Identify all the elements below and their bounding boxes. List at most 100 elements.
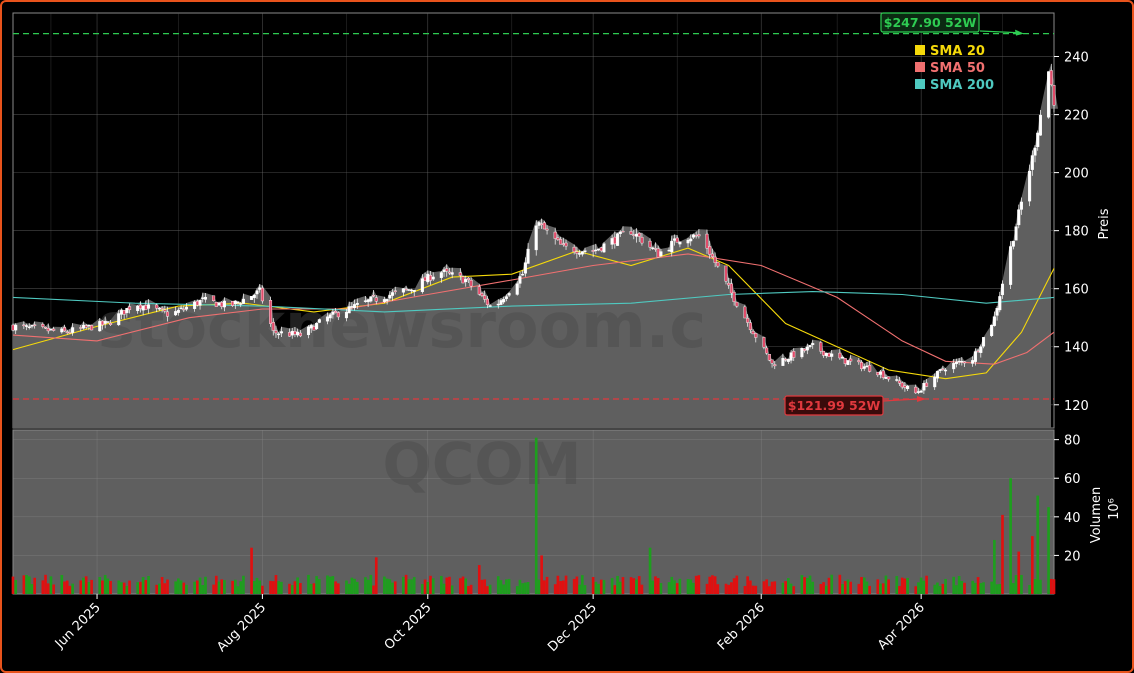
high-52w-label: $247.90 52W <box>884 15 977 30</box>
volume-bar <box>214 575 218 594</box>
volume-bar <box>355 581 359 594</box>
volume-bar <box>144 580 148 594</box>
volume-bar <box>936 582 939 594</box>
candle-body <box>735 301 739 307</box>
volume-bar <box>743 586 747 594</box>
candle-body <box>545 228 549 231</box>
candle-body <box>675 237 679 243</box>
candle-body <box>805 346 809 351</box>
volume-bar <box>705 583 709 594</box>
candle-body <box>260 287 264 302</box>
volume-bar <box>318 579 321 594</box>
x-tick-label: Aug 2025 <box>214 600 269 655</box>
candle-body <box>1019 201 1023 210</box>
candle-body <box>507 293 511 296</box>
volume-bar <box>147 576 150 594</box>
volume-bar <box>52 584 55 594</box>
candle-body <box>1033 147 1037 156</box>
volume-bar <box>1014 575 1018 594</box>
candle-body <box>298 332 302 337</box>
candle-body <box>317 319 321 323</box>
candle-body <box>184 306 189 310</box>
volume-bar <box>336 583 340 594</box>
volume-bar <box>922 580 926 594</box>
volume-bar <box>160 577 164 594</box>
volume-bar <box>900 577 904 594</box>
candle-body <box>502 298 506 303</box>
watermark-ticker: QCOM <box>383 430 582 498</box>
candle-body <box>770 359 774 364</box>
candle-body <box>786 359 790 362</box>
volume-bar <box>787 578 790 594</box>
candle-body <box>461 276 465 284</box>
low-52w-label: $121.99 52W <box>788 398 881 413</box>
candle-body <box>572 246 576 253</box>
low-52w-arrow <box>882 398 919 402</box>
volume-bar <box>572 578 576 594</box>
volume-bar <box>423 579 427 594</box>
candle-body <box>1036 132 1040 148</box>
volume-bar <box>141 577 145 594</box>
volume-bar <box>822 582 825 594</box>
candle-body <box>157 308 161 310</box>
volume-bar <box>79 580 83 594</box>
candle-body <box>640 236 644 244</box>
volume-bar <box>331 576 335 594</box>
candle-body <box>925 382 929 387</box>
candle-body <box>732 291 736 302</box>
volume-bar <box>402 576 405 594</box>
candle-body <box>293 331 297 335</box>
candle-body <box>556 237 560 240</box>
volume-bar <box>789 583 793 594</box>
candle-body <box>857 360 861 363</box>
y-tick-label: 160 <box>1064 283 1089 298</box>
volume-bar <box>296 577 299 594</box>
volume-bar <box>49 576 53 594</box>
volume-bar <box>507 578 511 594</box>
volume-bar <box>1030 536 1034 594</box>
candle-body <box>122 310 126 315</box>
volume-bar <box>217 581 221 594</box>
volume-bar <box>426 581 430 594</box>
candle-body <box>269 300 273 324</box>
volume-bar <box>941 583 945 594</box>
volume-bar <box>288 583 291 594</box>
vol-tick-label: 20 <box>1064 549 1081 564</box>
volume-bar <box>374 557 378 594</box>
candle-body <box>428 275 433 281</box>
candle-body <box>306 326 311 336</box>
volume-bar <box>120 582 123 594</box>
candle-body <box>144 305 148 310</box>
volume-bar <box>632 578 636 594</box>
volume-bar <box>754 585 758 594</box>
candle-body <box>746 318 750 323</box>
volume-panel <box>12 429 1055 595</box>
candle-body <box>713 256 717 263</box>
volume-bar <box>990 581 993 594</box>
candle-body <box>1014 226 1018 241</box>
volume-bar <box>122 582 126 594</box>
candle-body <box>363 300 367 302</box>
volume-bar <box>903 578 907 594</box>
candle-body <box>803 348 807 351</box>
candles <box>11 63 1056 395</box>
candle-body <box>198 300 202 306</box>
candle-body <box>521 274 525 276</box>
volume-bar <box>735 575 739 594</box>
volume-bar <box>299 582 302 594</box>
volume-bar <box>87 581 91 594</box>
volume-bar <box>678 578 682 594</box>
volume-bar <box>976 577 980 594</box>
volume-bar <box>591 577 595 594</box>
candle-body <box>22 324 26 327</box>
volume-bar <box>372 585 375 594</box>
candle-body <box>87 324 91 327</box>
candle-body <box>315 322 319 330</box>
candle-body <box>518 276 522 284</box>
volume-bar <box>559 581 562 594</box>
volume-bar <box>518 579 522 594</box>
candle-body <box>621 230 625 233</box>
legend-swatch-1 <box>915 62 925 72</box>
candle-body <box>41 324 45 327</box>
